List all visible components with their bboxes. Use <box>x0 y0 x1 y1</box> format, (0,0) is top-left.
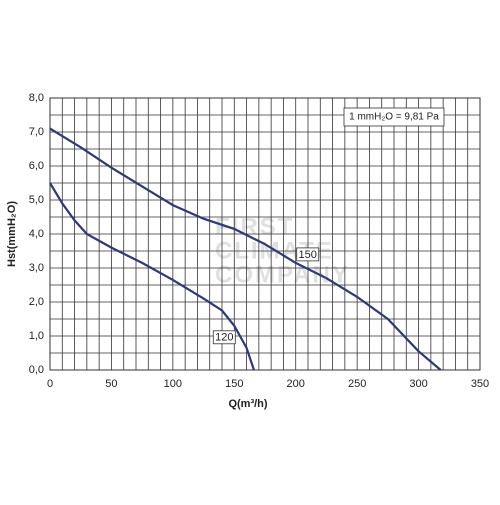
y-tick-label: 4,0 <box>29 228 44 240</box>
series-line <box>49 127 442 371</box>
y-tick-label: 5,0 <box>29 194 44 206</box>
annotation: 1 mmH₂O = 9,81 Pa <box>349 112 439 123</box>
y-tick-label: 2,0 <box>29 296 44 308</box>
x-axis-label: Q(m³/h) <box>228 398 267 410</box>
y-tick-label: 3,0 <box>29 262 44 274</box>
y-tick-label: 0,0 <box>29 364 44 376</box>
watermark: COMPANY <box>215 261 350 288</box>
plot-frame <box>49 97 481 371</box>
x-tick-label: 300 <box>409 378 427 390</box>
series-label: 120 <box>215 332 233 344</box>
series-label-box <box>296 247 320 262</box>
x-tick-label: 350 <box>471 378 489 390</box>
y-axis-label: Hst(mmH₂O) <box>6 201 18 267</box>
y-tick-label: 1,0 <box>29 330 44 342</box>
x-tick-label: 0 <box>47 378 53 390</box>
x-tick-label: 150 <box>225 378 243 390</box>
series-label: 150 <box>299 249 317 261</box>
y-tick-label: 7,0 <box>29 126 44 138</box>
x-tick-label: 200 <box>287 378 305 390</box>
x-tick-label: 50 <box>105 378 117 390</box>
x-tick-label: 250 <box>348 378 366 390</box>
series-line <box>49 182 255 371</box>
series-label-box <box>212 330 236 345</box>
y-tick-label: 6,0 <box>29 160 44 172</box>
annotation-box <box>343 107 445 127</box>
x-tick-label: 100 <box>164 378 182 390</box>
y-tick-label: 8,0 <box>29 92 44 104</box>
